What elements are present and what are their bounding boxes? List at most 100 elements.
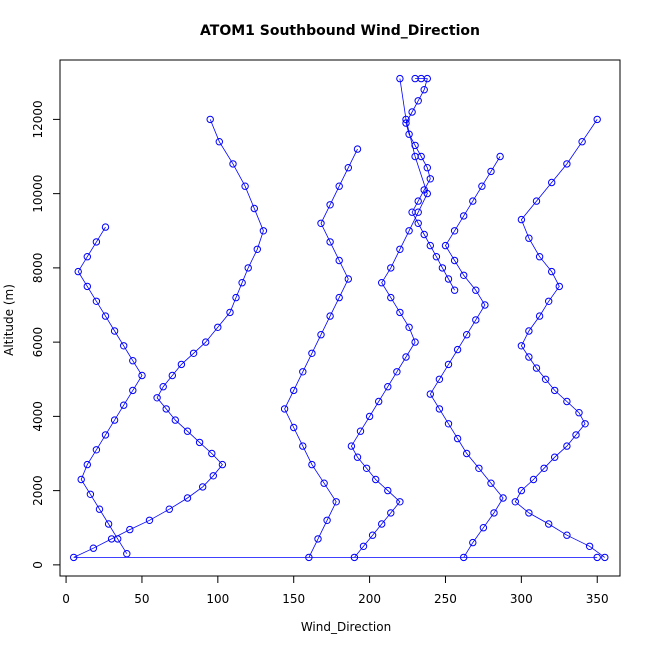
data-point xyxy=(101,223,110,231)
data-point xyxy=(548,267,556,276)
data-point xyxy=(469,197,477,205)
data-point xyxy=(387,509,395,517)
data-point xyxy=(372,475,380,484)
data-point xyxy=(159,383,167,391)
series-line xyxy=(429,156,504,558)
data-point xyxy=(126,525,134,534)
data-point xyxy=(517,215,526,224)
data-point xyxy=(450,227,459,235)
data-point xyxy=(290,423,298,432)
data-point xyxy=(347,442,356,450)
data-point xyxy=(475,464,483,472)
data-point xyxy=(145,516,154,524)
data-point xyxy=(92,238,101,246)
data-point xyxy=(104,520,113,528)
data-point xyxy=(353,145,362,153)
data-point xyxy=(460,553,468,562)
series-5 xyxy=(280,145,362,562)
series-line xyxy=(73,119,598,558)
data-point xyxy=(183,427,192,435)
data-point xyxy=(344,275,352,283)
data-point xyxy=(229,160,237,168)
data-point xyxy=(463,449,471,458)
data-point xyxy=(92,297,101,305)
data-point xyxy=(326,312,334,320)
data-point xyxy=(563,397,571,406)
data-point xyxy=(535,312,544,320)
data-point xyxy=(95,505,104,513)
data-point xyxy=(414,97,422,105)
data-point xyxy=(365,412,374,421)
data-point xyxy=(469,538,477,547)
data-point xyxy=(511,498,519,506)
data-point xyxy=(280,405,289,413)
data-point xyxy=(405,323,413,331)
data-point xyxy=(362,464,371,472)
data-point xyxy=(183,494,192,502)
series-1 xyxy=(70,115,601,562)
data-point xyxy=(450,256,459,265)
data-point xyxy=(199,483,207,491)
series-3 xyxy=(347,74,431,562)
data-point xyxy=(411,141,419,150)
data-point xyxy=(423,74,431,83)
data-point xyxy=(408,108,416,116)
series-7 xyxy=(402,74,459,294)
data-point xyxy=(499,494,507,502)
data-point xyxy=(438,264,447,272)
plot-area xyxy=(70,74,609,562)
data-point xyxy=(525,353,533,361)
data-point xyxy=(368,531,377,539)
data-point xyxy=(308,460,316,469)
y-tick-label: 2000 xyxy=(31,475,45,506)
data-point xyxy=(110,416,119,424)
data-point xyxy=(335,293,343,302)
y-tick-label: 8000 xyxy=(31,253,45,284)
data-point xyxy=(481,301,489,309)
data-point xyxy=(460,271,468,279)
data-point xyxy=(532,364,541,372)
data-point xyxy=(110,327,119,335)
y-axis: 0 2000 4000 6000 8000 10000 12000 xyxy=(31,100,61,569)
data-point xyxy=(70,553,78,562)
data-point xyxy=(525,234,533,242)
data-point xyxy=(378,279,386,287)
data-point xyxy=(593,115,601,124)
data-point xyxy=(253,245,261,254)
data-point xyxy=(405,130,413,138)
y-tick-label: 10000 xyxy=(31,175,45,213)
data-point xyxy=(432,253,441,261)
data-point xyxy=(350,553,359,562)
data-point xyxy=(472,316,480,324)
data-point xyxy=(548,178,556,187)
data-point xyxy=(129,357,137,365)
data-point xyxy=(426,175,434,183)
series-line xyxy=(514,119,606,558)
data-point xyxy=(585,542,594,550)
data-point xyxy=(320,479,328,487)
data-point xyxy=(344,164,352,172)
data-point xyxy=(171,416,180,424)
data-point xyxy=(384,486,392,495)
x-tick-label: 100 xyxy=(206,592,229,606)
data-point xyxy=(563,160,571,168)
data-point xyxy=(83,253,92,261)
data-point xyxy=(335,256,343,265)
data-point xyxy=(517,342,526,350)
data-point xyxy=(209,472,218,480)
data-point xyxy=(551,386,559,395)
data-point xyxy=(551,453,559,461)
data-point xyxy=(120,342,128,350)
data-point xyxy=(396,74,404,83)
data-point xyxy=(359,542,368,550)
x-tick-label: 0 xyxy=(62,592,70,606)
data-point xyxy=(375,397,383,406)
data-point xyxy=(162,405,170,413)
series-2 xyxy=(511,115,609,562)
data-point xyxy=(92,446,101,454)
data-point xyxy=(563,531,571,539)
series-4 xyxy=(426,152,507,562)
data-point xyxy=(578,138,586,146)
data-point xyxy=(326,201,334,209)
data-point xyxy=(168,371,177,380)
